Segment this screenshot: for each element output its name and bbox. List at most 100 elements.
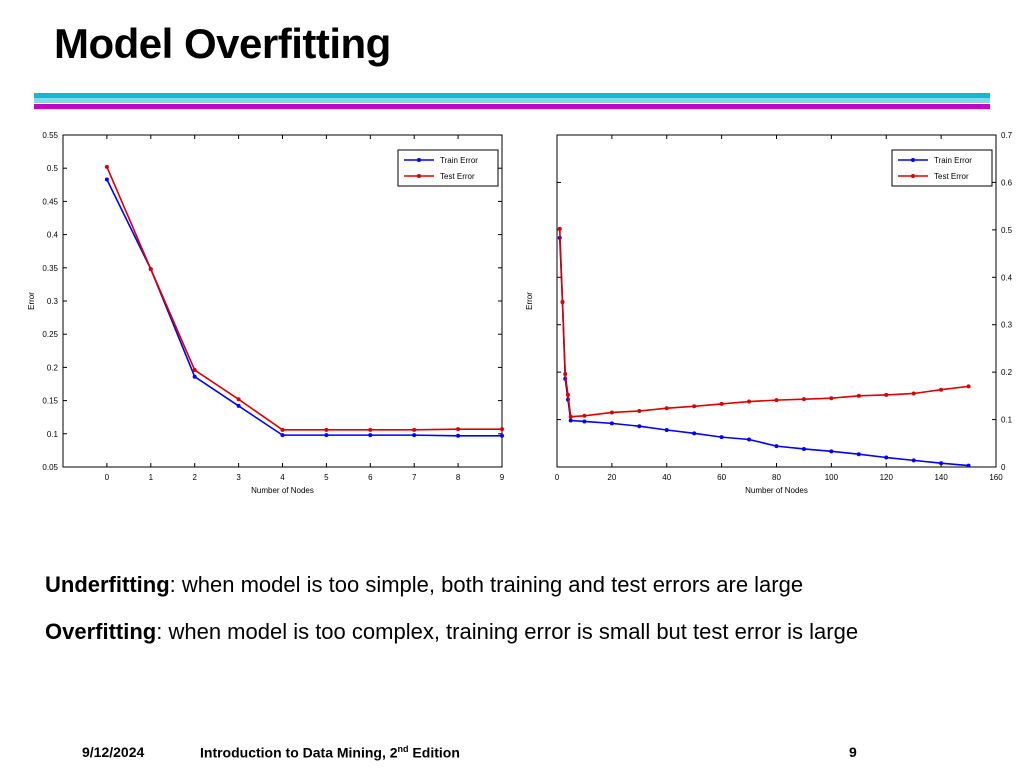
data-point-train-error: [192, 374, 197, 379]
data-point-train-error: [637, 424, 642, 429]
x-tick-label: 1: [149, 473, 154, 482]
data-point-test-error: [829, 396, 834, 401]
x-tick-label: 0: [105, 473, 110, 482]
data-point-test-error: [719, 401, 724, 406]
data-point-train-error: [582, 419, 587, 424]
x-tick-label: 2: [192, 473, 197, 482]
overfitting-term: Overfitting: [45, 619, 157, 644]
data-point-train-error: [280, 433, 285, 438]
plot-area: [62, 134, 503, 468]
x-tick-label: 140: [934, 473, 948, 482]
x-axis-label: Number of Nodes: [745, 486, 808, 495]
data-point-train-error: [609, 421, 614, 426]
data-point-train-error: [966, 463, 971, 468]
y-axis-label: Error: [525, 292, 534, 310]
data-point-train-error: [829, 449, 834, 454]
data-point-train-error: [801, 446, 806, 451]
x-tick-label: 80: [772, 473, 781, 482]
x-tick-label: 160: [989, 473, 1003, 482]
underfitting-text: : when model is too simple, both trainin…: [169, 572, 804, 597]
chart-error-vs-nodes-small: 0 1 2 3 4 5 6 7 8 9 0.05 0.1 0.15 0.2 0.25 0.3 0.35 0.4 0.…: [27, 131, 505, 495]
x-tick-label: 0: [555, 473, 560, 482]
x-tick-label: 120: [880, 473, 894, 482]
data-point-test-error: [609, 410, 614, 415]
data-point-train-error: [719, 435, 724, 440]
data-point-train-error: [664, 428, 669, 433]
data-point-test-error: [939, 387, 944, 392]
data-point-test-error: [563, 372, 568, 377]
underfitting-definition: Underfitting: when model is too simple, …: [45, 572, 803, 598]
chart-error-vs-nodes-large: 0 20 40 60 80 100 120 140 16000.10.20.30.40.50.6…: [525, 131, 1013, 495]
overfitting-text: : when model is too complex, training er…: [156, 619, 859, 644]
data-point-test-error: [582, 413, 587, 418]
data-point-train-error: [236, 403, 241, 408]
data-point-test-error: [236, 397, 241, 402]
legend-box: [891, 149, 993, 187]
data-point-test-error: [966, 384, 971, 389]
data-point-test-error: [664, 406, 669, 411]
x-tick-label: 4: [280, 473, 285, 482]
data-point-train-error: [104, 177, 109, 182]
footer-page-number: 9: [849, 744, 857, 760]
legend-label-train-error: Train Error: [440, 156, 478, 165]
x-tick-label: 8: [456, 473, 461, 482]
underfitting-term: Underfitting: [45, 572, 170, 597]
y-tick-label: 0.1: [47, 430, 59, 439]
y-axis-label: Error: [27, 292, 36, 310]
data-point-train-error: [747, 437, 752, 442]
y-tick-label: 0.3: [47, 297, 59, 306]
y-tick-label: 0.2: [47, 363, 59, 372]
data-point-train-error: [911, 458, 916, 463]
legend-marker-test-error: [417, 174, 421, 178]
data-point-test-error: [565, 392, 570, 397]
data-point-test-error: [568, 414, 573, 419]
x-tick-label: 20: [607, 473, 616, 482]
y-tick-label: 0.7: [1001, 131, 1013, 140]
y-tick-label: 0.5: [47, 164, 59, 173]
legend-marker-train-error: [911, 158, 915, 162]
data-point-test-error: [774, 398, 779, 403]
data-point-train-error: [884, 455, 889, 460]
x-tick-label: 5: [324, 473, 329, 482]
data-point-train-error: [692, 431, 697, 436]
data-point-test-error: [324, 427, 329, 432]
data-point-test-error: [911, 391, 916, 396]
y-tick-label: 0.4: [47, 231, 59, 240]
data-point-test-error: [500, 427, 504, 432]
data-point-train-error: [456, 433, 461, 438]
y-tick-label: 0.6: [1001, 178, 1013, 187]
y-tick-label: 0.25: [42, 330, 58, 339]
data-point-test-error: [412, 427, 417, 432]
slide-title: Model Overfitting: [54, 20, 391, 67]
data-point-train-error: [856, 452, 861, 457]
y-tick-label: 0.4: [1001, 273, 1013, 282]
series-line-test-error: [558, 228, 969, 418]
x-tick-label: 40: [662, 473, 671, 482]
y-tick-label: 0.5: [1001, 226, 1013, 235]
y-tick-label: 0.2: [1001, 368, 1013, 377]
x-tick-label: 7: [412, 473, 417, 482]
data-point-test-error: [560, 299, 565, 304]
legend-label-train-error: Train Error: [934, 156, 972, 165]
y-tick-label: 0: [1001, 463, 1006, 472]
footer-date: 9/12/2024: [82, 744, 145, 760]
y-tick-label: 0.15: [42, 397, 58, 406]
legend-label-test-error: Test Error: [934, 172, 969, 181]
data-point-train-error: [324, 433, 329, 438]
x-tick-label: 60: [717, 473, 726, 482]
data-point-train-error: [412, 433, 417, 438]
y-tick-label: 0.3: [1001, 321, 1013, 330]
y-tick-label: 0.05: [42, 463, 58, 472]
data-point-test-error: [692, 404, 697, 409]
data-point-test-error: [368, 427, 373, 432]
x-axis-label: Number of Nodes: [251, 486, 314, 495]
legend-box: [397, 149, 499, 187]
data-point-test-error: [557, 226, 562, 231]
footer-course: Introduction to Data Mining, 2nd Edition: [200, 744, 460, 761]
y-tick-label: 0.35: [42, 264, 58, 273]
data-point-test-error: [456, 427, 461, 432]
data-point-test-error: [192, 368, 197, 373]
data-point-test-error: [148, 267, 153, 272]
x-tick-label: 9: [500, 473, 505, 482]
data-point-train-error: [500, 433, 504, 438]
